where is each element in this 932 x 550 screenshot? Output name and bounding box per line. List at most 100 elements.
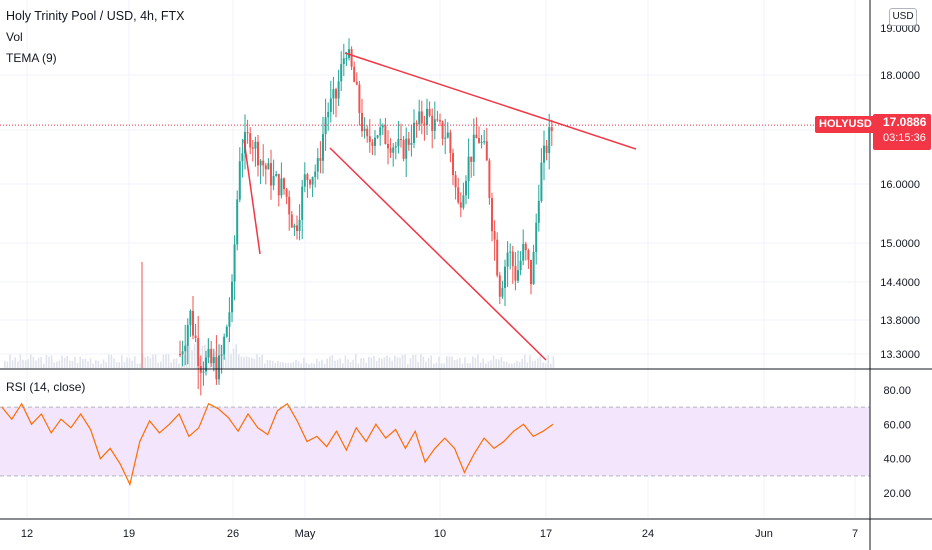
currency-button[interactable]: USD xyxy=(889,8,917,26)
volume-bar xyxy=(105,362,107,368)
candle-body xyxy=(361,112,363,132)
volume-bar xyxy=(144,357,146,368)
last-price: 17.0886 xyxy=(883,115,927,129)
volume-bar xyxy=(186,344,188,368)
volume-bar xyxy=(157,362,159,368)
candle-body xyxy=(306,174,309,181)
volume-bar xyxy=(511,363,513,368)
volume-bar xyxy=(492,355,495,368)
candle-body xyxy=(202,371,205,373)
price-tick-label: 15.0000 xyxy=(880,238,920,250)
candle-body xyxy=(296,225,298,231)
price-tick-label: 14.4000 xyxy=(880,277,920,289)
candle-body xyxy=(462,195,465,208)
volume-bar xyxy=(342,363,344,368)
candle-body xyxy=(389,148,392,153)
volume-bar xyxy=(391,360,393,368)
volume-bar xyxy=(19,354,22,368)
volume-bar xyxy=(258,356,261,368)
candle-body xyxy=(259,160,262,166)
time-tick-label: 17 xyxy=(540,528,552,540)
volume-bar xyxy=(505,361,508,368)
volume-bar xyxy=(277,361,279,368)
price-tick-label: 19.0000 xyxy=(880,23,920,35)
volume-bar xyxy=(329,356,331,368)
volume-bar xyxy=(35,360,37,368)
candle-body xyxy=(472,134,475,162)
volume-bar xyxy=(66,355,68,368)
candle-body xyxy=(428,108,431,116)
volume-bar xyxy=(134,356,136,368)
drawings[interactable] xyxy=(0,52,870,361)
candle-body xyxy=(316,158,319,172)
candle-body xyxy=(207,348,210,358)
volume-bar xyxy=(394,355,396,368)
candle-body xyxy=(350,49,353,67)
volume-bar xyxy=(440,363,443,368)
price-tick-label: 13.8000 xyxy=(880,315,920,327)
candle-body xyxy=(517,270,519,281)
candle-body xyxy=(340,64,343,82)
volume-bar xyxy=(282,362,284,368)
candle-body xyxy=(402,139,405,159)
volume-bar xyxy=(518,361,521,368)
volume-bar xyxy=(318,361,321,368)
volume-bar xyxy=(531,361,534,368)
volume-bar xyxy=(131,360,133,368)
candle-body xyxy=(501,287,504,297)
rsi-band xyxy=(0,406,870,477)
candle-body xyxy=(189,310,192,325)
volume-bar xyxy=(386,355,388,368)
volume-bar xyxy=(209,360,211,368)
candle-body xyxy=(540,162,543,201)
candle-body xyxy=(550,127,553,131)
candle-body xyxy=(280,178,283,196)
volume-bar xyxy=(56,361,58,368)
rsi-legend: RSI (14, close) xyxy=(6,380,86,394)
volume-bar xyxy=(526,362,529,368)
candle-body xyxy=(366,128,369,137)
volume-bar xyxy=(256,354,258,368)
volume-bar xyxy=(477,354,479,368)
volume-bar xyxy=(310,363,313,368)
candle-body xyxy=(285,189,288,197)
volume-bar xyxy=(482,358,484,368)
volume-bar xyxy=(14,357,16,368)
volume-bar xyxy=(547,354,549,368)
volume-bar xyxy=(123,362,126,368)
volume-bar xyxy=(173,359,175,368)
candle-body xyxy=(277,174,280,196)
candle-body xyxy=(309,180,311,185)
candle-body xyxy=(465,181,467,196)
time-tick-label: 10 xyxy=(434,528,446,540)
candle-body xyxy=(439,120,441,122)
bar-countdown: 03:15:36 xyxy=(883,132,926,144)
price-tick-label: 13.3000 xyxy=(880,349,920,361)
volume-bar xyxy=(414,354,417,368)
volume-bar xyxy=(355,354,357,368)
volume-bar xyxy=(326,358,328,368)
volume-bar xyxy=(204,344,206,368)
support-trendline xyxy=(329,147,547,361)
volume-bar xyxy=(503,361,505,368)
volume-bar xyxy=(279,362,282,368)
volume-bar xyxy=(422,356,425,368)
candle-body xyxy=(426,108,428,126)
volume-bar xyxy=(339,358,341,368)
candle-body xyxy=(298,219,301,231)
candle-body xyxy=(329,98,332,112)
volume-bar xyxy=(469,363,471,368)
candle-body xyxy=(431,115,434,131)
last-price-tag: 17.0886 03:15:36 xyxy=(873,114,931,150)
candle-body xyxy=(275,174,278,177)
volume-bar xyxy=(331,355,334,368)
candle-body xyxy=(225,326,228,337)
candle-body xyxy=(537,200,540,223)
candle-body xyxy=(433,119,436,131)
candle-body xyxy=(181,351,184,355)
volume-bar xyxy=(495,359,497,368)
candle-body xyxy=(415,122,418,125)
volume-bar xyxy=(420,354,422,368)
volume-bar xyxy=(401,354,404,368)
